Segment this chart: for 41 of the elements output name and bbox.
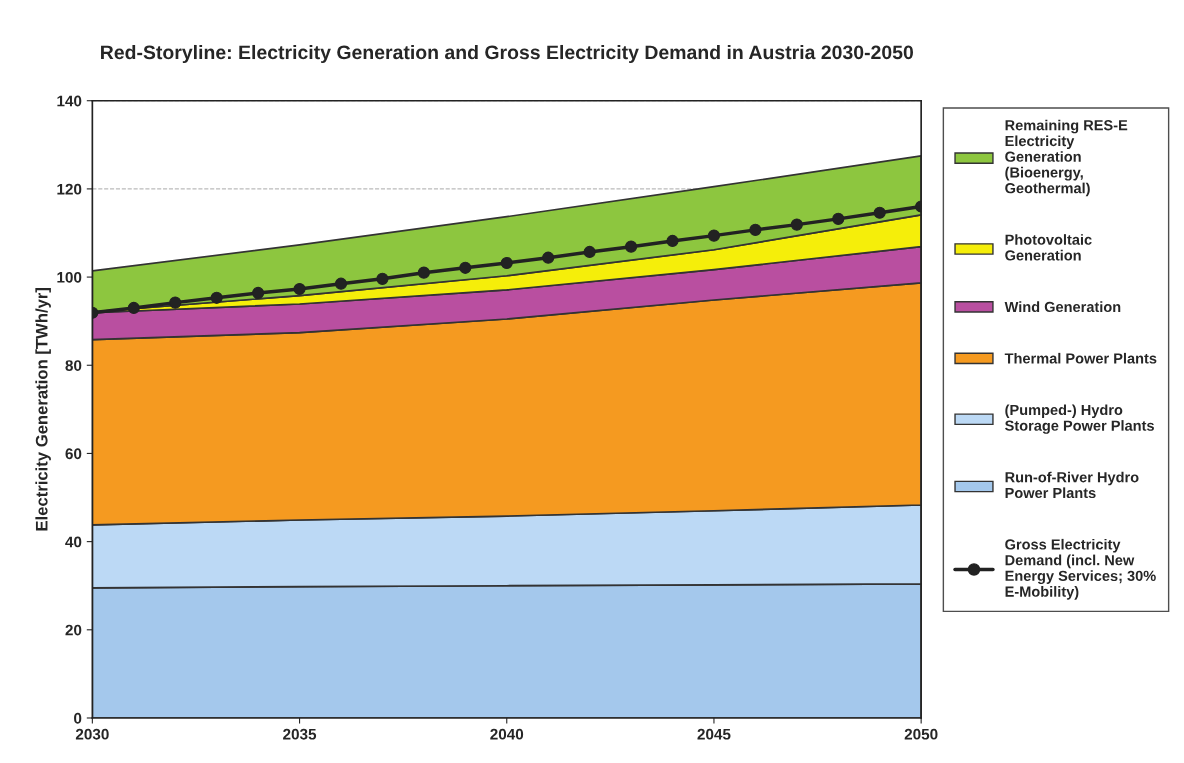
legend-label: Remaining RES-E Electricity Generation (Bioenergy, Geothermal) xyxy=(1005,119,1128,197)
point xyxy=(210,291,223,304)
y-tick-label: 120 xyxy=(57,183,82,195)
point xyxy=(252,286,265,300)
point xyxy=(542,251,555,264)
x-tick-label: 2045 xyxy=(697,728,731,740)
point xyxy=(790,218,803,231)
y-tick-label: 100 xyxy=(57,271,82,283)
y-tick-label: 60 xyxy=(65,448,82,460)
point xyxy=(666,234,679,247)
point xyxy=(376,272,389,285)
legend-label: Wind Generation xyxy=(1004,301,1121,313)
legend-label: Thermal Power Plants xyxy=(1004,352,1157,364)
y-axis-title: Electricity Generation [TWh/yr] xyxy=(35,288,51,531)
point xyxy=(417,266,430,279)
y-tick-label: 40 xyxy=(65,536,82,548)
x-tick-label: 2030 xyxy=(75,728,109,740)
legend-label: Gross Electricity Demand (incl. New Energy Services; 30% E-Mobility) xyxy=(1005,538,1156,600)
legend-label: Run-of-River Hydro Power Plants xyxy=(1005,471,1139,499)
point xyxy=(127,301,140,315)
point xyxy=(832,212,845,225)
y-tick-label: 20 xyxy=(65,624,82,636)
point xyxy=(500,256,513,270)
legend-label: (Pumped-) Hydro Storage Power Plants xyxy=(1005,404,1154,434)
point xyxy=(583,245,596,259)
point xyxy=(707,229,721,242)
point xyxy=(293,282,306,296)
y-tick-label: 0 xyxy=(74,712,82,724)
legend-label: Photovoltaic Generation xyxy=(1005,234,1092,261)
x-tick-label: 2040 xyxy=(490,728,524,740)
point xyxy=(334,277,348,290)
point xyxy=(169,296,182,309)
point xyxy=(459,261,472,274)
chart-title: Red-Storyline: Electricity Generation and Gross Electricity Demand in Austria 2030-2050 xyxy=(101,44,914,64)
point xyxy=(749,223,762,236)
y-tick-label: 140 xyxy=(57,95,82,107)
x-tick-label: 2050 xyxy=(904,728,938,740)
point xyxy=(873,206,886,219)
x-tick-label: 2035 xyxy=(283,728,317,740)
y-tick-label: 80 xyxy=(65,360,82,371)
point xyxy=(625,240,638,253)
